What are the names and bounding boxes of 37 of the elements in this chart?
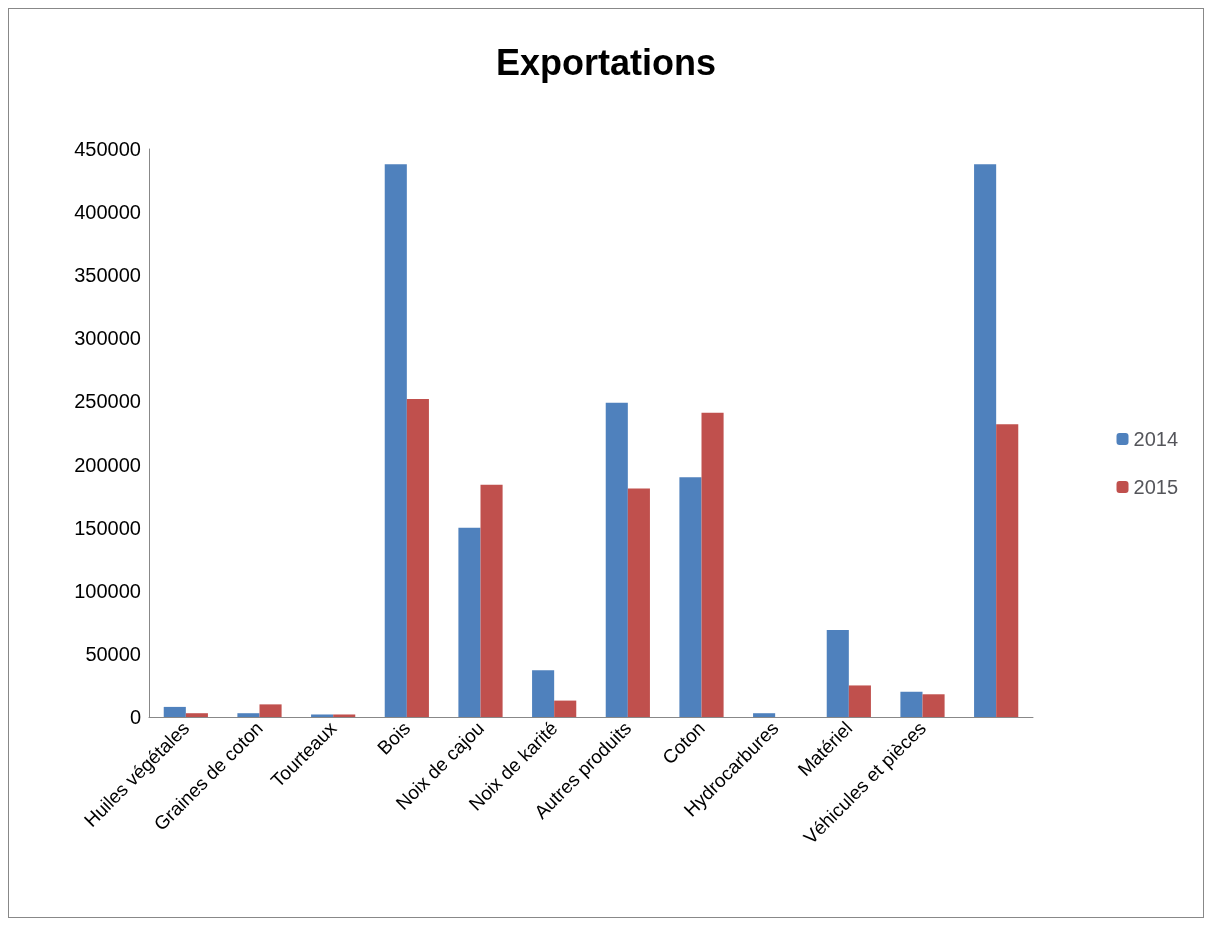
legend-label: 2015 [1133, 476, 1179, 498]
bar [163, 706, 186, 717]
x-tick-label: Bois [373, 717, 415, 759]
bar [922, 694, 945, 717]
y-tick-label: 250000 [74, 390, 141, 413]
bar [333, 714, 356, 717]
bar [554, 700, 577, 717]
bar [974, 164, 997, 717]
bar [900, 691, 923, 717]
bar [848, 685, 871, 717]
bar [627, 488, 650, 717]
bar [259, 704, 282, 717]
y-tick-label: 300000 [74, 327, 141, 350]
bar [996, 424, 1019, 717]
y-tick-label: 0 [129, 706, 141, 728]
bar [701, 412, 724, 717]
y-tick-label: 100000 [74, 579, 141, 602]
bar [753, 713, 776, 717]
bar [826, 629, 849, 717]
bar [532, 670, 555, 717]
bar [480, 484, 503, 717]
bar [384, 164, 407, 717]
y-tick-label: 200000 [74, 453, 141, 476]
bar [679, 477, 702, 717]
legend-label: 2014 [1133, 428, 1179, 450]
bar [406, 398, 429, 717]
bar [237, 713, 260, 717]
bar [458, 527, 481, 717]
bar [605, 402, 628, 717]
bar [185, 713, 208, 717]
y-tick-label: 400000 [74, 201, 141, 224]
y-tick-label: 350000 [74, 264, 141, 287]
y-tick-label: 150000 [74, 516, 141, 539]
y-tick-label: 450000 [74, 138, 141, 160]
bar [311, 714, 334, 717]
chart-title: Exportations [495, 41, 717, 83]
y-tick-label: 50000 [85, 642, 141, 665]
